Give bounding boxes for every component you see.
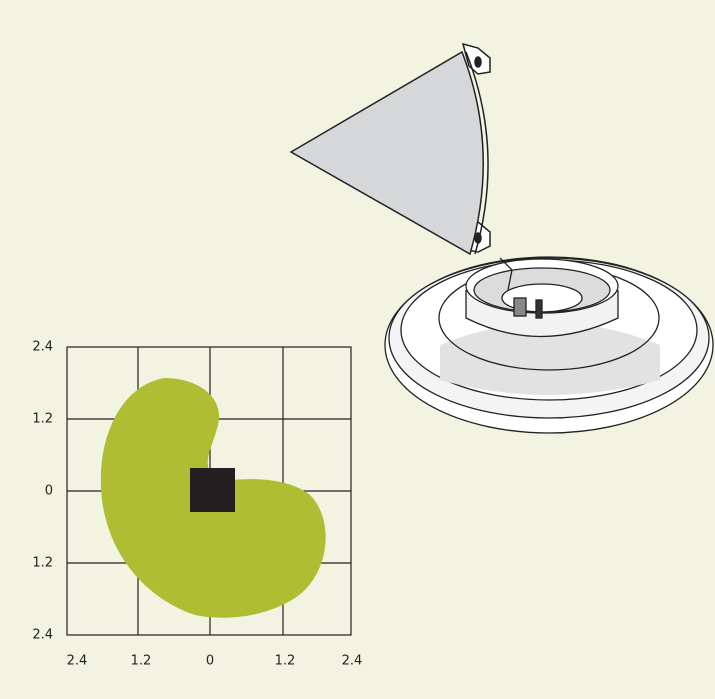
x-label: 2.4 [342,654,363,669]
speaker [384,256,714,434]
source-marker [190,468,235,512]
x-label: 1.2 [131,654,152,669]
x-label: 1.2 [275,654,296,669]
y-label: 2.4 [32,628,53,643]
x-label: 0 [206,654,214,669]
y-label: 1.2 [32,412,53,427]
x-label: 2.4 [67,654,88,669]
wedge-plate [289,42,491,256]
y-label: 1.2 [32,556,53,571]
y-label: 0 [45,484,53,499]
y-label: 2.4 [32,340,53,355]
